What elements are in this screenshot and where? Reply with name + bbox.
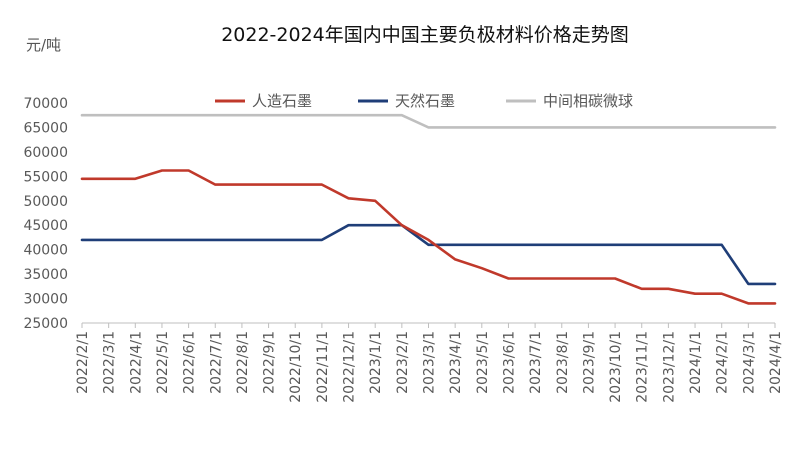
y-tick-label: 50000 <box>23 194 68 210</box>
legend: 人造石墨 天然石墨 中间相碳微球 <box>215 92 633 110</box>
chart-title: 2022-2024年国内中国主要负极材料价格走势图 <box>221 24 629 46</box>
x-tick-label: 2024/1/1 <box>688 331 704 394</box>
x-tick-label: 2022/10/1 <box>288 331 304 403</box>
x-tick-label: 2023/7/1 <box>528 331 544 394</box>
legend-item: 人造石墨 <box>215 92 312 110</box>
series-layer <box>80 113 777 305</box>
series-line-2 <box>80 113 777 129</box>
y-tick-label: 65000 <box>23 120 68 136</box>
x-tick-label: 2022/6/1 <box>182 331 198 394</box>
x-tick-label: 2024/2/1 <box>715 331 731 394</box>
x-tick-label: 2023/5/1 <box>475 331 491 394</box>
x-tick-label: 2023/12/1 <box>661 331 677 403</box>
legend-label: 人造石墨 <box>252 92 312 110</box>
x-tick-label: 2023/9/1 <box>581 331 597 394</box>
series-line-0 <box>80 169 777 305</box>
x-axis: 2022/2/1 2022/3/1 2022/4/1 2022/5/1 2022/6/1… <box>75 322 784 403</box>
legend-label: 天然石墨 <box>395 92 455 110</box>
x-tick-label: 2023/3/1 <box>422 331 438 394</box>
x-tick-label: 2022/3/1 <box>102 331 118 394</box>
x-tick-label: 2023/10/1 <box>608 331 624 403</box>
legend-item: 中间相碳微球 <box>506 92 633 110</box>
y-tick-label: 60000 <box>23 145 68 161</box>
x-tick-label: 2022/12/1 <box>342 331 358 403</box>
x-tick-label: 2023/4/1 <box>448 331 464 394</box>
legend-label: 中间相碳微球 <box>543 92 633 110</box>
x-tick-label: 2023/1/1 <box>368 331 384 394</box>
y-tick-label: 30000 <box>23 292 68 308</box>
y-tick-label: 55000 <box>23 169 68 185</box>
x-tick-label: 2023/2/1 <box>395 331 411 394</box>
x-tick-label: 2022/5/1 <box>155 331 171 394</box>
y-axis: 70000 65000 60000 55000 50000 45000 40000 35000… <box>23 96 68 332</box>
x-tick-label: 2023/6/1 <box>501 331 517 394</box>
x-tick-label: 2022/2/1 <box>75 331 91 394</box>
y-axis-unit: 元/吨 <box>26 36 61 54</box>
series-line-1 <box>80 223 777 286</box>
x-tick-label: 2022/11/1 <box>315 331 331 403</box>
y-tick-label: 45000 <box>23 218 68 234</box>
x-tick-label: 2022/7/1 <box>208 331 224 394</box>
x-tick-label: 2024/4/1 <box>768 331 784 394</box>
y-tick-label: 40000 <box>23 243 68 259</box>
x-tick-label: 2023/11/1 <box>635 331 651 403</box>
x-tick-label: 2024/3/1 <box>741 331 757 394</box>
y-tick-label: 70000 <box>23 96 68 112</box>
x-tick-label: 2023/8/1 <box>555 331 571 394</box>
x-tick-label: 2022/9/1 <box>262 331 278 394</box>
legend-item: 天然石墨 <box>358 92 455 110</box>
x-tick-label: 2022/8/1 <box>235 331 251 394</box>
y-tick-label: 35000 <box>23 267 68 283</box>
x-tick-label: 2022/4/1 <box>128 331 144 394</box>
y-tick-label: 25000 <box>23 316 68 332</box>
